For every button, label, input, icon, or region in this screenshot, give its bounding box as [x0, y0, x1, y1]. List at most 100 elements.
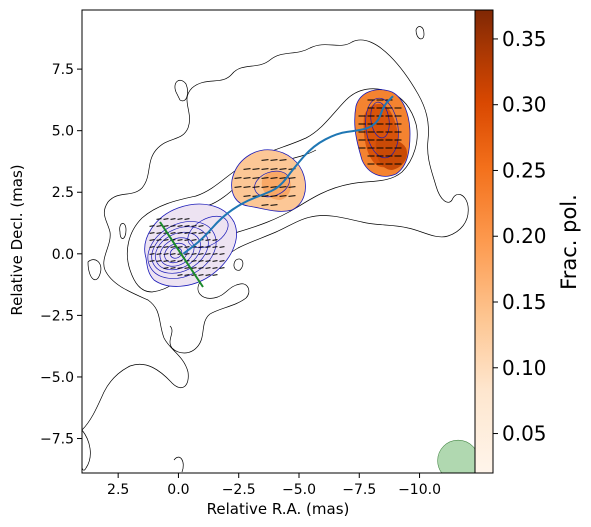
- colorbar-tick-label: 0.20: [502, 224, 547, 248]
- y-tick-label: −7.5: [40, 432, 74, 448]
- intensity-contour-island-1: [174, 80, 188, 102]
- evpa-tick: [149, 260, 155, 262]
- evpa-tick: [234, 186, 242, 188]
- evpa-tick: [177, 246, 183, 248]
- evpa-tick: [184, 274, 190, 276]
- x-tick-label: 0.0: [167, 482, 189, 498]
- evpa-tick: [288, 186, 296, 188]
- core-axis-line: [159, 221, 204, 288]
- evpa-tick: [156, 253, 162, 255]
- evpa-tick: [279, 177, 287, 179]
- evpa-tick: [177, 225, 183, 227]
- evpa-tick: [279, 159, 287, 161]
- evpa-tick: [163, 218, 169, 220]
- evpa-tick: [163, 225, 169, 227]
- evpa-tick: [184, 218, 190, 220]
- y-axis: 7.5 5.0 2.5 0.0 −2.5 −5.0 −7.5: [40, 62, 82, 448]
- evpa-tick: [219, 260, 225, 262]
- evpa-tick: [149, 253, 155, 255]
- y-tick-label: 5.0: [52, 124, 74, 140]
- evpa-tick: [212, 267, 218, 269]
- evpa-tick: [156, 246, 162, 248]
- evpa-tick: [149, 246, 155, 248]
- evpa-tick: [279, 195, 287, 197]
- evpa-tick: [270, 177, 278, 179]
- evpa-tick: [191, 260, 197, 262]
- evpa-tick: [184, 267, 190, 269]
- evpa-tick: [212, 260, 218, 262]
- y-tick-label: −2.5: [40, 308, 74, 324]
- evpa-tick: [261, 195, 269, 197]
- map-layer: [82, 26, 475, 473]
- evpa-tick: [261, 177, 269, 179]
- colorbar-tick-label: 0.25: [502, 158, 547, 182]
- evpa-tick: [261, 159, 269, 161]
- evpa-tick: [163, 239, 169, 241]
- evpa-tick: [177, 267, 183, 269]
- y-axis-title: Relative Decl. (mas): [8, 164, 26, 315]
- evpa-tick: [279, 186, 287, 188]
- evpa-tick: [191, 267, 197, 269]
- evpa-tick: [177, 260, 183, 262]
- evpa-tick: [184, 232, 190, 234]
- plot-area: [82, 10, 475, 473]
- evpa-tick: [163, 253, 169, 255]
- x-tick-label: −7.5: [342, 482, 376, 498]
- evpa-tick: [288, 195, 296, 197]
- evpa-tick: [156, 225, 162, 227]
- x-tick-label: −10.0: [398, 482, 441, 498]
- y-tick-label: 7.5: [52, 62, 74, 78]
- colorbar-tick-label: 0.35: [502, 27, 547, 51]
- evpa-tick: [261, 186, 269, 188]
- x-tick-label: 2.5: [107, 482, 129, 498]
- evpa-tick: [156, 260, 162, 262]
- evpa-tick: [219, 253, 225, 255]
- colorbar-axis: 0.05 0.10 0.15 0.20 0.25 0.30 0.35: [493, 27, 547, 446]
- evpa-tick: [163, 267, 169, 269]
- intensity-contour-island-7: [233, 258, 244, 271]
- evpa-tick: [184, 253, 190, 255]
- evpa-tick: [170, 267, 176, 269]
- evpa-tick: [156, 232, 162, 234]
- colorbar-tick-label: 0.15: [502, 290, 547, 314]
- x-axis-title: Relative R.A. (mas): [207, 500, 350, 518]
- evpa-tick: [279, 168, 287, 170]
- y-tick-label: −5.0: [40, 370, 74, 386]
- evpa-tick: [170, 225, 176, 227]
- intensity-contour-island-4: [87, 259, 102, 281]
- evpa-tick: [261, 168, 269, 170]
- evpa-tick: [219, 267, 225, 269]
- evpa-tick: [270, 159, 278, 161]
- evpa-tick: [191, 239, 197, 241]
- evpa-tick: [163, 260, 169, 262]
- evpa-tick: [270, 168, 278, 170]
- colorbar-tick-label: 0.05: [502, 422, 547, 446]
- evpa-tick: [212, 274, 218, 276]
- evpa-tick: [261, 204, 269, 206]
- evpa-tick: [177, 218, 183, 220]
- evpa-tick: [149, 225, 155, 227]
- intensity-contour-outer: [82, 39, 469, 431]
- evpa-tick: [243, 186, 251, 188]
- evpa-tick: [191, 232, 197, 234]
- evpa-tick: [198, 232, 204, 234]
- colorbar-tick-label: 0.10: [502, 356, 547, 380]
- x-tick-label: −5.0: [282, 482, 316, 498]
- colorbar: [474, 9, 494, 474]
- beam-ellipse: [437, 439, 475, 473]
- intensity-contour-island-2: [415, 26, 425, 40]
- evpa-tick: [149, 232, 155, 234]
- polarized-region-outer-lower: [375, 138, 408, 170]
- evpa-tick: [177, 232, 183, 234]
- evpa-tick: [270, 186, 278, 188]
- evpa-tick: [170, 232, 176, 234]
- x-axis: 2.5 0.0 −2.5 −5.0 −7.5 −10.0: [107, 473, 441, 498]
- x-tick-label: −2.5: [222, 482, 256, 498]
- evpa-tick: [198, 274, 204, 276]
- evpa-tick: [170, 253, 176, 255]
- evpa-tick: [205, 239, 211, 241]
- evpa-tick: [252, 168, 260, 170]
- evpa-tick: [252, 177, 260, 179]
- evpa-tick: [163, 246, 169, 248]
